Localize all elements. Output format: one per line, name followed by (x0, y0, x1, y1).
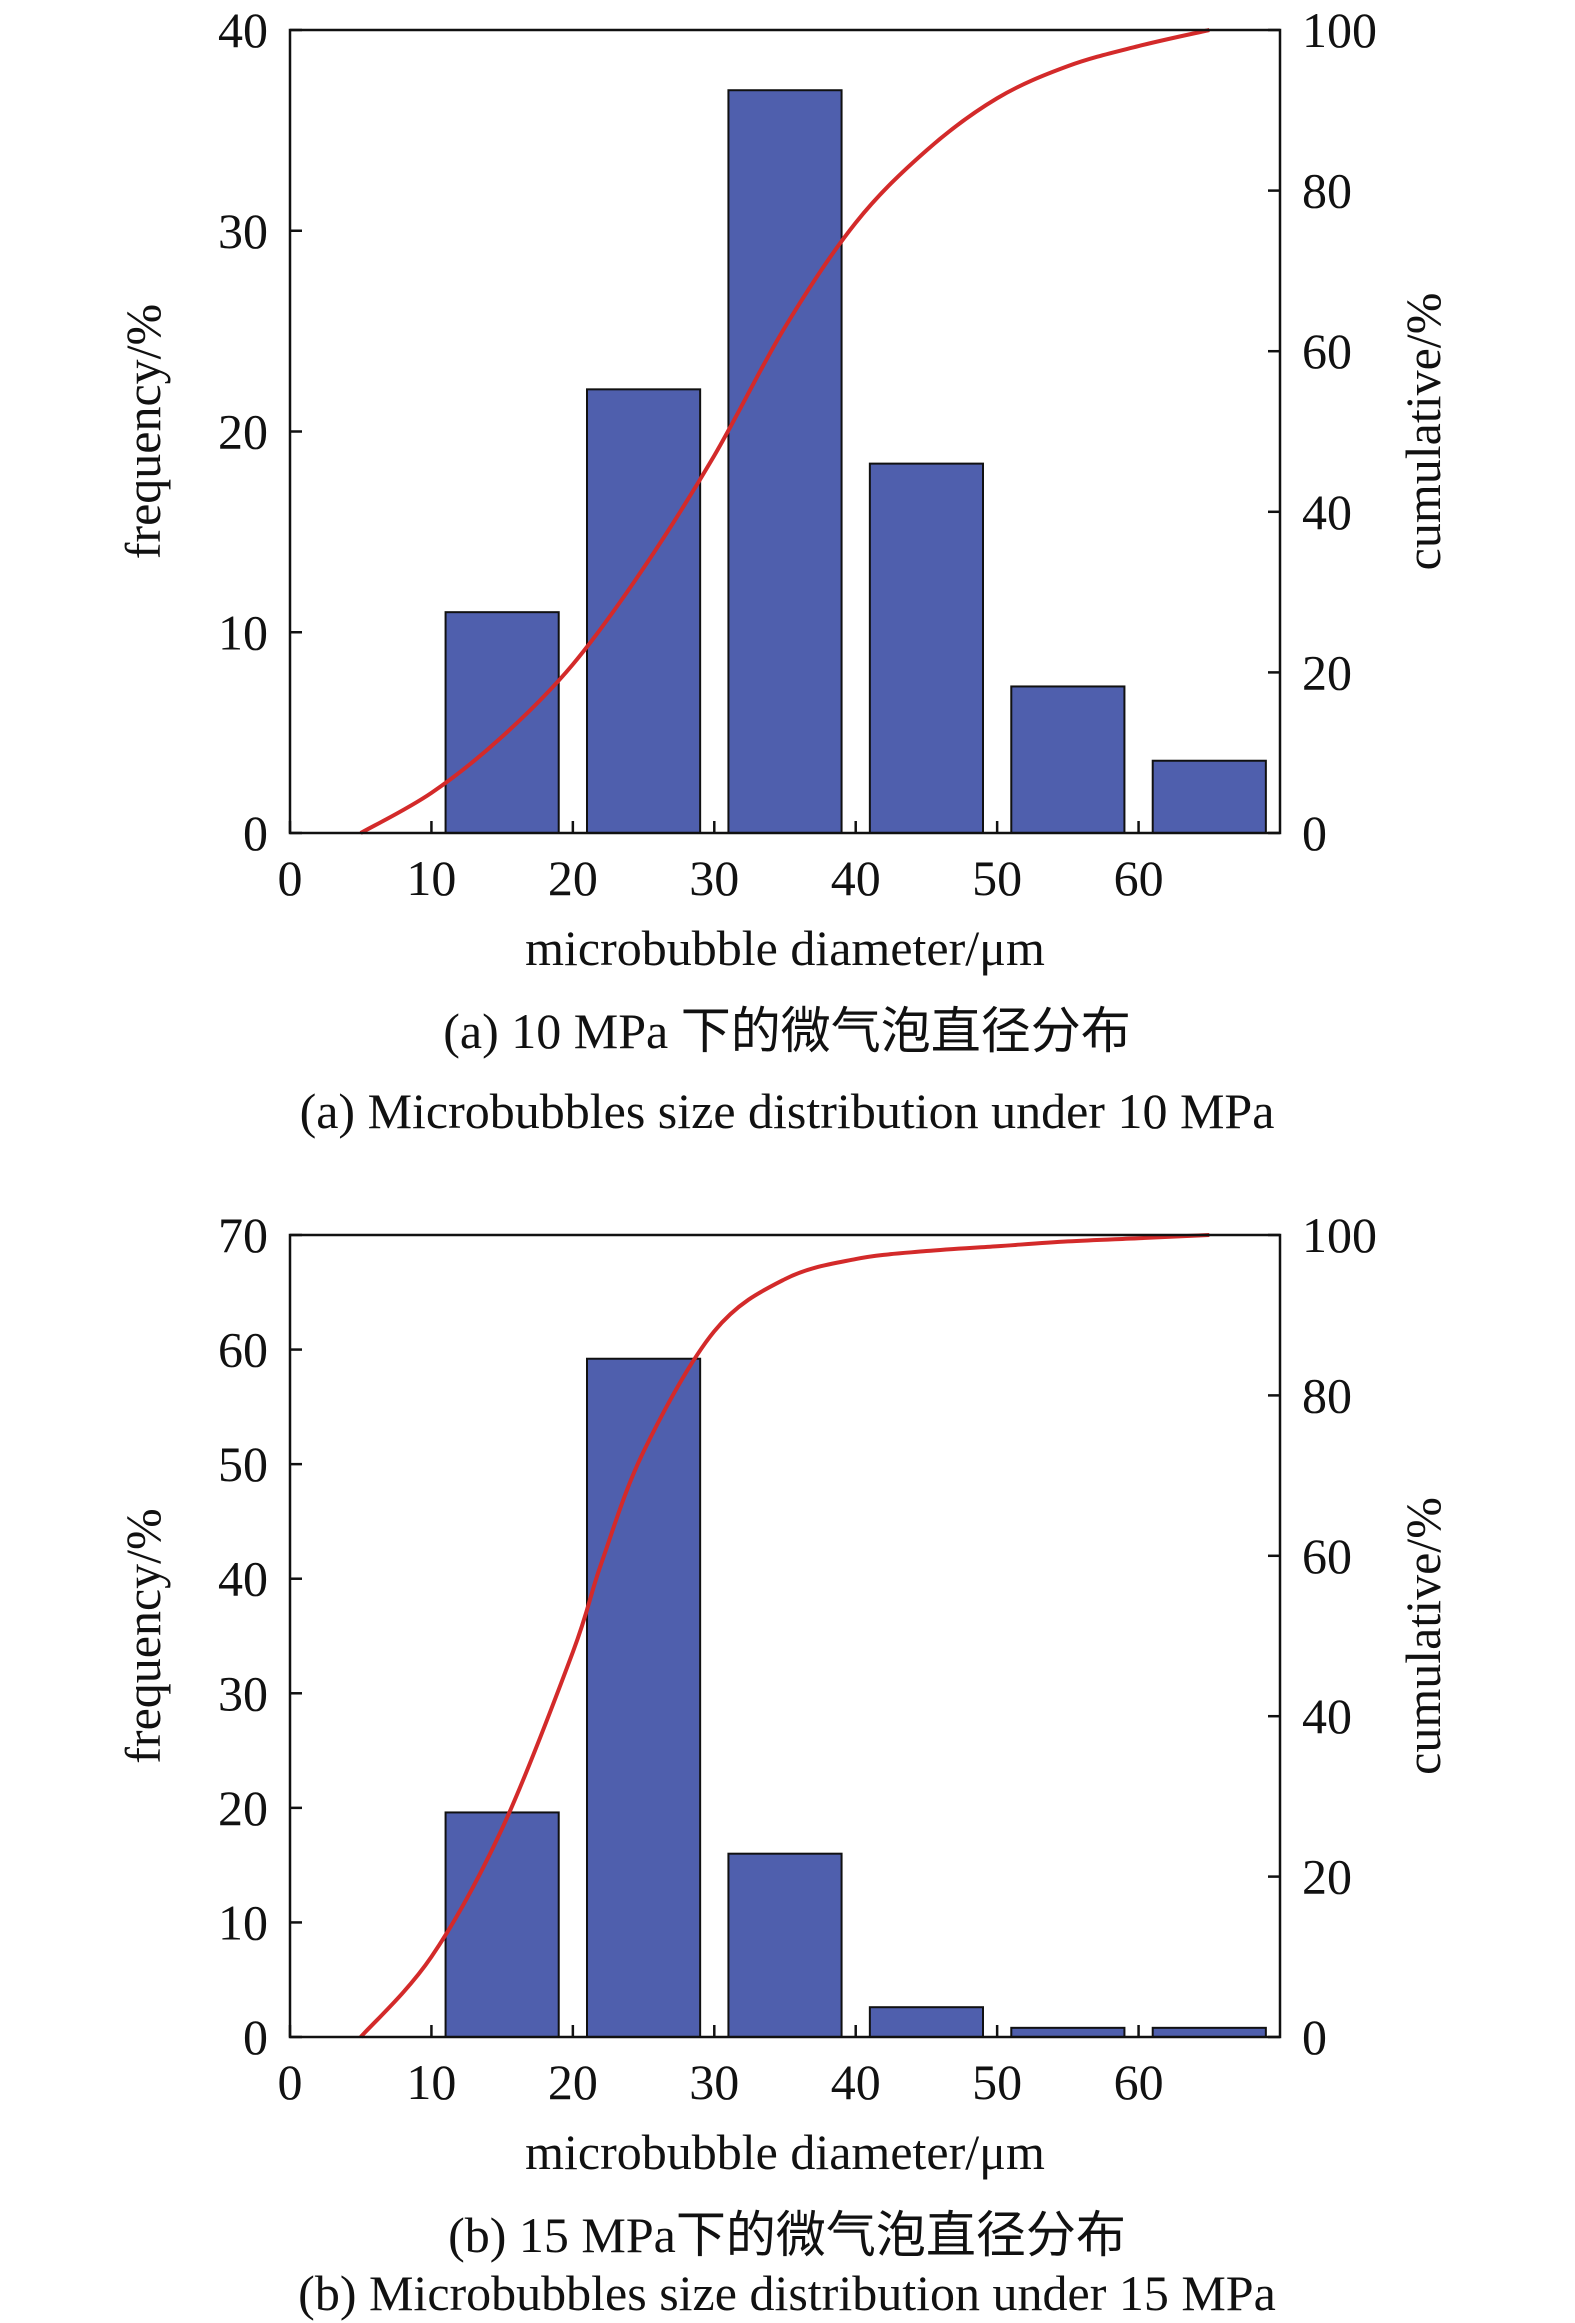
y-tick-label-a: 0 (243, 805, 268, 861)
y2-tick-label-a: 20 (1302, 644, 1352, 700)
x-tick-label-a: 50 (972, 850, 1022, 906)
x-tick-label-a: 10 (406, 850, 456, 906)
x-tick-label-a: 0 (278, 850, 303, 906)
x-tick-label-a: 20 (548, 850, 598, 906)
y-tick-label-b: 40 (218, 1551, 268, 1607)
bars-b (444, 1357, 1267, 2039)
x-tick-label-a: 30 (689, 850, 739, 906)
y-tick-label-b: 10 (218, 1894, 268, 1950)
bar-b-3 (868, 2006, 984, 2038)
caption-en-a: (a) Microbubbles size distribution under… (300, 1083, 1275, 1139)
x-axis-label-a: microbubble diameter/μm (525, 920, 1045, 976)
bar-b-5 (1151, 2026, 1267, 2038)
caption-en-b: (b) Microbubbles size distribution under… (298, 2265, 1276, 2321)
cumulative-line-a (359, 28, 1210, 835)
y2-tick-label-b: 40 (1302, 1688, 1352, 1744)
x-axis-label-b: microbubble diameter/μm (525, 2124, 1045, 2180)
y2-tick-label-b: 20 (1302, 1849, 1352, 1905)
y-tick-label-b: 0 (243, 2009, 268, 2065)
y-tick-label-a: 20 (218, 404, 268, 460)
x-tick-label-b: 20 (548, 2054, 598, 2110)
bar-a-1 (586, 388, 702, 834)
x-tick-label-b: 40 (831, 2054, 881, 2110)
y-tick-label-a: 40 (218, 2, 268, 58)
y2-tick-label-b: 80 (1302, 1367, 1352, 1423)
x-tick-label-b: 50 (972, 2054, 1022, 2110)
bar-b-0 (444, 1811, 560, 2038)
y-tick-label-b: 50 (218, 1436, 268, 1492)
y2-tick-label-b: 100 (1302, 1207, 1377, 1263)
bar-a-5 (1151, 759, 1267, 834)
y2-axis-label-a: cumulative/% (1395, 293, 1451, 571)
bar-a-4 (1010, 685, 1126, 835)
bar-b-2 (727, 1852, 843, 2038)
y-tick-label-a: 30 (218, 203, 268, 259)
bar-a-2 (727, 89, 843, 835)
y2-tick-label-b: 0 (1302, 2009, 1327, 2065)
x-tick-label-b: 30 (689, 2054, 739, 2110)
y2-tick-label-a: 60 (1302, 323, 1352, 379)
y-tick-label-b: 20 (218, 1780, 268, 1836)
x-tick-label-a: 40 (831, 850, 881, 906)
y-tick-label-b: 70 (218, 1207, 268, 1263)
x-tick-label-a: 60 (1114, 850, 1164, 906)
chart-panel-b: 0 10 20 30 40 50 60 0 10 20 30 40 50 60 70 0 20 40 60 80 100… (115, 1207, 1451, 2321)
y2-tick-label-a: 40 (1302, 484, 1352, 540)
ticks-a: 0 10 20 30 40 50 60 0 10 20 30 40 0 20 40 60 80 100 (218, 2, 1377, 906)
bar-b-4 (1010, 2026, 1126, 2038)
bar-a-0 (444, 611, 560, 834)
y2-tick-label-b: 60 (1302, 1528, 1352, 1584)
y2-tick-label-a: 100 (1302, 2, 1377, 58)
y-tick-label-a: 10 (218, 604, 268, 660)
y2-tick-label-a: 0 (1302, 805, 1327, 861)
plot-frame-b (288, 1233, 1282, 2039)
bars-a (444, 89, 1267, 835)
caption-cn-b: (b) 15 MPa下的微气泡直径分布 (448, 2207, 1126, 2263)
x-tick-label-b: 10 (406, 2054, 456, 2110)
y-axis-label-b: frequency/% (115, 1508, 171, 1763)
y-tick-label-b: 30 (218, 1665, 268, 1721)
y2-tick-label-a: 80 (1302, 163, 1352, 219)
y-tick-label-b: 60 (218, 1322, 268, 1378)
x-tick-label-b: 0 (278, 2054, 303, 2110)
ticks-b: 0 10 20 30 40 50 60 0 10 20 30 40 50 60 70 0 20 40 60 80 100 (218, 1207, 1377, 2110)
bar-a-3 (868, 462, 984, 834)
cumulative-line-b (359, 1233, 1210, 2039)
caption-cn-a: (a) 10 MPa 下的微气泡直径分布 (443, 1003, 1130, 1059)
bar-b-1 (586, 1357, 702, 2039)
chart-panel-a: 0 10 20 30 40 50 60 0 10 20 30 40 0 20 40 60 80 100 micro… (115, 2, 1451, 1139)
y-axis-label-a: frequency/% (115, 304, 171, 559)
x-tick-label-b: 60 (1114, 2054, 1164, 2110)
y2-axis-label-b: cumulative/% (1395, 1497, 1451, 1775)
